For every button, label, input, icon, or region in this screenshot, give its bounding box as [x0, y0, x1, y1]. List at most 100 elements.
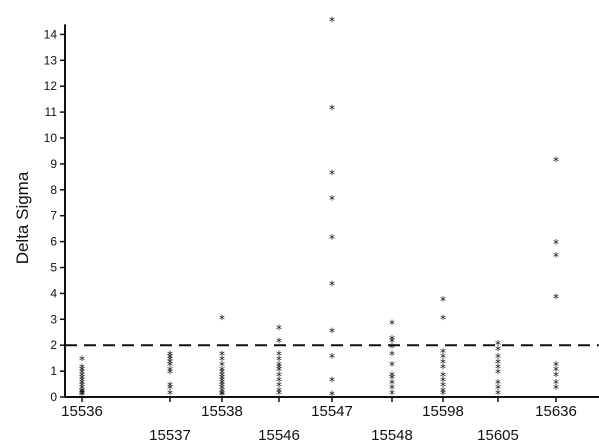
data-point: *: [167, 364, 173, 378]
data-point: *: [79, 382, 85, 396]
data-point: *: [219, 385, 225, 399]
data-point: *: [440, 385, 446, 399]
data-point: *: [329, 389, 335, 403]
y-tick-label: 6: [50, 235, 57, 249]
data-point: *: [79, 354, 85, 368]
data-point: *: [329, 167, 335, 181]
data-point: *: [553, 292, 559, 306]
data-point: *: [276, 336, 282, 350]
y-tick-label: 2: [50, 338, 57, 352]
data-point: *: [276, 387, 282, 401]
data-point: *: [276, 359, 282, 373]
data-point: *: [276, 354, 282, 368]
y-tick-label: 11: [45, 105, 58, 119]
data-point: *: [495, 377, 501, 391]
data-point: *: [79, 369, 85, 383]
data-point: *: [219, 380, 225, 394]
y-axis-title: Delta Sigma: [13, 171, 32, 264]
y-tick-label: 9: [50, 157, 57, 171]
data-point: *: [553, 250, 559, 264]
data-point: *: [389, 317, 395, 331]
x-category-label: 15605: [477, 427, 519, 443]
data-point: *: [553, 359, 559, 373]
data-point: *: [329, 14, 335, 28]
data-point: *: [79, 372, 85, 386]
x-category-label: 15636: [535, 403, 577, 420]
data-point: *: [276, 364, 282, 378]
x-category-label: 15546: [258, 427, 300, 443]
data-point: *: [219, 364, 225, 378]
data-point: *: [167, 356, 173, 370]
y-tick-label: 12: [44, 79, 58, 93]
data-point: *: [329, 351, 335, 365]
data-point: *: [79, 389, 85, 403]
data-point: *: [495, 362, 501, 376]
data-point: *: [79, 374, 85, 388]
data-point: *: [553, 377, 559, 391]
data-point: *: [167, 349, 173, 363]
data-point: *: [440, 312, 446, 326]
data-point: *: [167, 382, 173, 396]
data-point: *: [79, 387, 85, 401]
data-point: *: [389, 387, 395, 401]
x-category-label: 15547: [311, 403, 353, 420]
data-point: *: [389, 369, 395, 383]
data-point: *: [389, 372, 395, 386]
data-point: *: [329, 103, 335, 117]
data-point: *: [167, 367, 173, 381]
data-point: *: [389, 382, 395, 396]
data-point: *: [329, 193, 335, 207]
data-point: *: [276, 385, 282, 399]
data-point: *: [79, 362, 85, 376]
data-point: *: [219, 369, 225, 383]
data-point: *: [167, 354, 173, 368]
data-point: *: [219, 312, 225, 326]
data-point: *: [329, 279, 335, 293]
data-point: *: [553, 382, 559, 396]
y-tick-label: 13: [44, 53, 58, 67]
data-point: *: [276, 369, 282, 383]
data-point: *: [329, 325, 335, 339]
data-point: *: [495, 356, 501, 370]
axes: [64, 24, 599, 398]
data-point: *: [495, 351, 501, 365]
data-point: *: [219, 382, 225, 396]
y-tick-label: 8: [50, 183, 57, 197]
data-point: *: [219, 354, 225, 368]
data-point: *: [219, 377, 225, 391]
data-point: *: [219, 374, 225, 388]
data-point: *: [329, 374, 335, 388]
data-point: *: [167, 380, 173, 394]
y-tick-label: 10: [44, 131, 58, 145]
data-point: *: [79, 364, 85, 378]
y-tick-label: 0: [50, 390, 57, 404]
data-point: *: [553, 154, 559, 168]
y-tick-label: 5: [50, 261, 57, 275]
data-point: *: [495, 338, 501, 352]
data-point: *: [495, 343, 501, 357]
data-point: *: [440, 294, 446, 308]
data-point: *: [389, 359, 395, 373]
x-category-label: 15537: [149, 427, 191, 443]
y-tick-label: 4: [50, 286, 57, 300]
x-category-label: 15536: [61, 403, 103, 420]
data-point: *: [276, 380, 282, 394]
data-point: *: [440, 356, 446, 370]
data-point: *: [495, 382, 501, 396]
data-point: *: [219, 367, 225, 381]
data-point: *: [495, 367, 501, 381]
data-point: *: [167, 359, 173, 373]
data-point: *: [276, 349, 282, 363]
data-point: *: [389, 336, 395, 350]
data-point: *: [553, 369, 559, 383]
data-point: *: [79, 377, 85, 391]
y-tick-label: 7: [50, 209, 57, 223]
data-point: *: [276, 374, 282, 388]
data-point: *: [553, 364, 559, 378]
data-point: *: [79, 386, 85, 400]
data-point: *: [167, 387, 173, 401]
data-point: *: [167, 351, 173, 365]
data-point: *: [219, 389, 225, 403]
